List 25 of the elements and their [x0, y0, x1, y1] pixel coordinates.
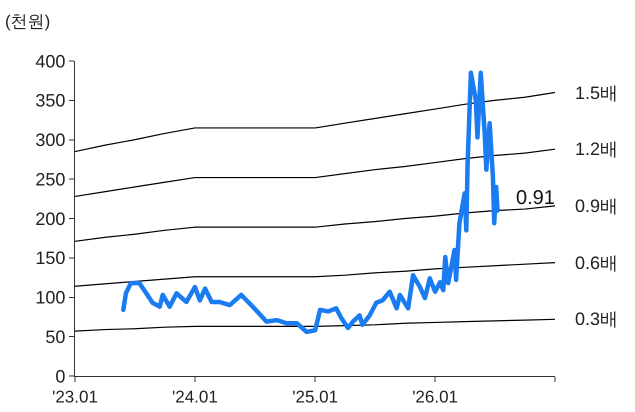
line-series: [75, 262, 555, 287]
series-label: 0.9배: [575, 196, 618, 216]
y-tick-label: 50: [45, 326, 66, 347]
y-tick-label: 0: [55, 366, 66, 386]
y-tick-label: 400: [35, 51, 66, 72]
line-series: [75, 318, 555, 332]
y-tick-label: 300: [35, 130, 66, 150]
x-tick-label: '26.01: [412, 387, 458, 406]
x-tick-label: '25.01: [292, 387, 338, 406]
x-tick-label: '24.01: [172, 387, 218, 406]
line-series: [75, 92, 555, 152]
series-label: 1.5배: [575, 83, 618, 103]
series-label: 0.6배: [575, 253, 618, 273]
series-label: 0.3배: [575, 309, 618, 329]
line-series: [75, 205, 555, 242]
line-series: [121, 70, 500, 334]
series-label: 1.2배: [575, 139, 618, 159]
y-tick-label: 200: [35, 208, 66, 229]
y-axis-title: (천원): [5, 12, 50, 31]
y-tick-label: 150: [35, 248, 66, 268]
y-tick-label: 100: [35, 288, 66, 308]
y-tick-label: 350: [35, 90, 66, 111]
y-tick-label: 250: [35, 169, 66, 190]
x-tick-label: '23.01: [52, 387, 98, 406]
annotation: 0.91: [516, 187, 555, 209]
